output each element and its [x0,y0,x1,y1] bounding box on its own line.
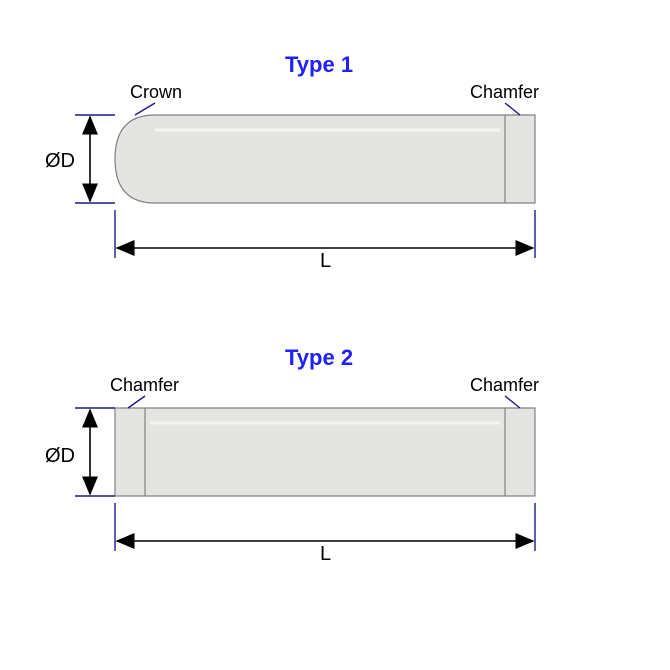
type2-length-dim [115,503,535,551]
type1-pin [115,115,535,203]
type1-length-dim [115,210,535,258]
diagram-svg [0,0,670,670]
type1-chamfer-leader [505,103,520,115]
type1-crown-leader [135,103,155,115]
type2-pin [115,408,535,496]
type1-diameter-dim [75,115,115,203]
type2-chamfer-right-leader [505,396,520,408]
type2-chamfer-left-leader [128,396,145,408]
type2-diameter-dim [75,408,115,496]
diagram-container: Type 1 Type 2 Crown Chamfer Chamfer Cham… [0,0,670,670]
